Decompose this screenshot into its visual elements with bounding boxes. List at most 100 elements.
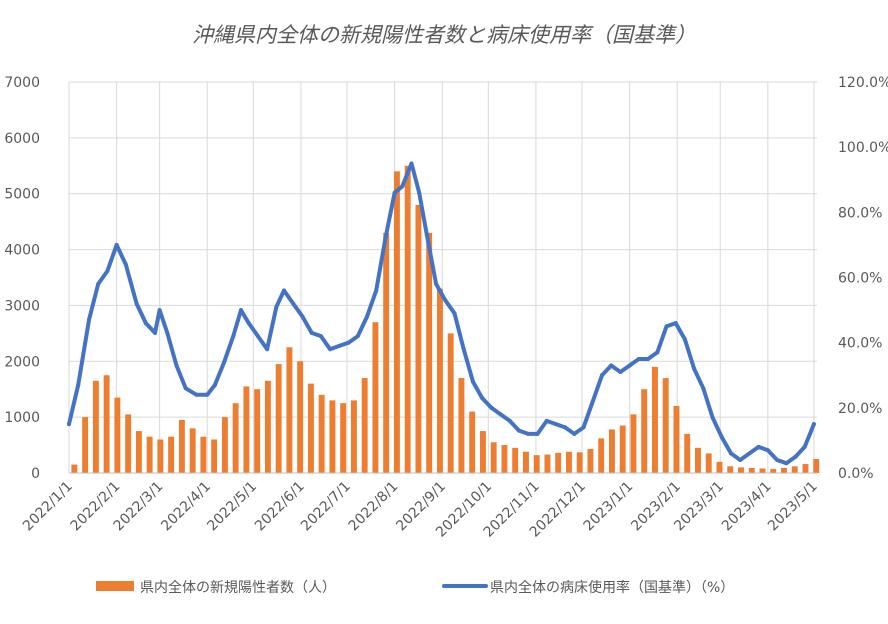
line-point: [212, 383, 217, 388]
bar: [157, 439, 164, 473]
bar: [264, 380, 271, 473]
bar: [168, 436, 175, 473]
line-point: [134, 301, 139, 306]
line-point: [165, 330, 170, 335]
bar: [92, 380, 99, 473]
line-point: [246, 321, 251, 326]
line-point: [793, 454, 798, 459]
x-tick-label: 2023/5/1: [765, 479, 821, 535]
line-point: [76, 383, 81, 388]
line-point: [105, 268, 110, 273]
bar: [684, 433, 691, 473]
bar: [619, 425, 626, 473]
bar: [447, 333, 454, 473]
bar: [254, 389, 261, 473]
bar: [404, 165, 411, 474]
line-point: [392, 190, 397, 195]
line-point: [231, 334, 236, 339]
bar: [436, 288, 443, 473]
line-point: [400, 184, 405, 189]
line-point: [756, 444, 761, 449]
line-point: [300, 314, 305, 319]
y-tick-label-left: 5000: [4, 187, 40, 203]
line-point: [590, 399, 595, 404]
line-point: [728, 451, 733, 456]
line-point: [282, 288, 287, 293]
chart-title: 沖縄県内全体の新規陽性者数と病床使用率（国基準）: [192, 23, 696, 47]
line-point: [765, 448, 770, 453]
bar: [695, 447, 701, 473]
line-point: [747, 451, 752, 456]
bar: [103, 375, 110, 473]
bar: [522, 451, 529, 473]
line-point: [517, 428, 522, 433]
legend-label-line: 県内全体の病床使用率（国基準）（%）: [490, 579, 734, 596]
line-point: [581, 425, 586, 430]
line-point: [507, 418, 512, 423]
bar: [662, 378, 669, 473]
y-tick-label-left: 2000: [4, 354, 40, 370]
line-point: [355, 334, 360, 339]
line-point: [157, 308, 162, 313]
bar: [555, 452, 562, 473]
line-point: [636, 356, 641, 361]
bar: [813, 459, 820, 473]
bar: [598, 438, 605, 473]
bar: [738, 467, 744, 473]
bar: [372, 322, 379, 473]
bar: [630, 414, 637, 473]
bar: [727, 466, 734, 473]
y-tick-label-left: 0: [31, 466, 40, 482]
bar: [705, 453, 712, 473]
y-tick-label-right: 0.0%: [838, 466, 874, 482]
y-tick-label-left: 3000: [4, 298, 40, 314]
bar: [146, 436, 153, 473]
line-point: [265, 347, 270, 352]
bar: [361, 378, 368, 473]
gridlines: [68, 81, 817, 474]
bar: [243, 386, 250, 473]
bar: [350, 400, 357, 473]
bar: [307, 383, 314, 473]
line-point: [489, 405, 494, 410]
bar: [125, 414, 132, 473]
line-point: [328, 347, 333, 352]
line-point: [174, 363, 179, 368]
line-point: [374, 288, 379, 293]
bar: [587, 448, 594, 473]
line-point: [96, 282, 101, 287]
y-tick-label-right: 100.0%: [838, 140, 888, 156]
line-point: [692, 366, 697, 371]
line-point: [701, 386, 706, 391]
line-point: [710, 415, 715, 420]
bar: [770, 469, 777, 473]
y-tick-label-left: 7000: [4, 75, 40, 91]
y-tick-label-right: 120.0%: [838, 75, 888, 91]
y-tick-label-left: 1000: [4, 410, 40, 426]
bar: [533, 455, 540, 473]
line-point: [452, 311, 457, 316]
bar: [781, 467, 787, 473]
line-point: [618, 369, 623, 374]
bar: [673, 405, 680, 473]
line-point: [346, 340, 351, 345]
legend: 県内全体の新規陽性者数（人） 県内全体の病床使用率（国基準）（%）: [96, 579, 734, 596]
line-point: [222, 360, 227, 365]
line-point: [646, 356, 651, 361]
x-tick-label: 2022/6/1: [252, 479, 308, 535]
line-point: [143, 321, 148, 326]
line-point: [784, 461, 789, 466]
bar-series: [71, 165, 820, 474]
line-point: [470, 379, 475, 384]
line-point: [86, 317, 91, 322]
line-point: [114, 242, 119, 247]
line-point: [563, 425, 568, 430]
bar: [383, 232, 390, 473]
legend-label-bars: 県内全体の新規陽性者数（人）: [140, 579, 336, 596]
bar: [791, 466, 798, 473]
line-point: [655, 350, 660, 355]
y-tick-label-left: 6000: [4, 131, 40, 147]
x-tick-label: 2022/5/1: [204, 479, 260, 535]
x-tick-label: 2022/4/1: [158, 479, 214, 535]
line-point: [337, 343, 342, 348]
